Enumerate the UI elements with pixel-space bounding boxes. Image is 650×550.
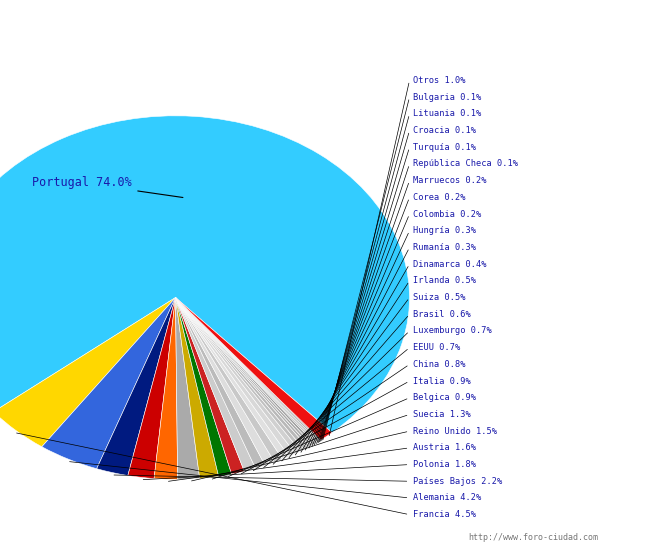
Text: Corea 0.2%: Corea 0.2% — [413, 193, 465, 202]
Text: Reino Unido 1.5%: Reino Unido 1.5% — [413, 427, 497, 436]
Wedge shape — [176, 298, 304, 451]
Text: Turquía 0.1%: Turquía 0.1% — [413, 143, 476, 152]
Text: Polonia 1.8%: Polonia 1.8% — [413, 460, 476, 469]
Text: Colombia 0.2%: Colombia 0.2% — [413, 210, 481, 218]
Wedge shape — [176, 298, 320, 442]
Text: Países Bajos 2.2%: Países Bajos 2.2% — [413, 477, 502, 486]
Text: Luxemburgo 0.7%: Luxemburgo 0.7% — [413, 327, 491, 336]
Wedge shape — [0, 116, 410, 433]
Text: EEUU 0.7%: EEUU 0.7% — [413, 343, 460, 352]
Wedge shape — [176, 298, 244, 474]
Wedge shape — [154, 298, 177, 479]
Wedge shape — [176, 298, 318, 442]
Wedge shape — [176, 298, 283, 462]
Text: Croacia 0.1%: Croacia 0.1% — [413, 126, 476, 135]
Text: Portugal 74.0%: Portugal 74.0% — [32, 177, 183, 197]
Wedge shape — [176, 298, 295, 456]
Text: Hungría 0.3%: Hungría 0.3% — [413, 226, 476, 235]
Wedge shape — [176, 298, 218, 478]
Wedge shape — [176, 298, 332, 440]
Wedge shape — [176, 298, 289, 459]
Wedge shape — [176, 298, 310, 448]
Text: Badajoz - Turistas extranjeros según país - Abril de 2024: Badajoz - Turistas extranjeros según paí… — [75, 14, 575, 31]
Wedge shape — [97, 298, 176, 476]
Text: Suecia 1.3%: Suecia 1.3% — [413, 410, 471, 419]
Text: Austria 1.6%: Austria 1.6% — [413, 443, 476, 452]
Text: Bulgaria 0.1%: Bulgaria 0.1% — [413, 92, 481, 102]
Wedge shape — [176, 298, 313, 446]
Wedge shape — [42, 298, 176, 469]
Wedge shape — [176, 298, 274, 465]
Text: Otros 1.0%: Otros 1.0% — [413, 76, 465, 85]
Text: Rumanía 0.3%: Rumanía 0.3% — [413, 243, 476, 252]
Text: Alemania 4.2%: Alemania 4.2% — [413, 493, 481, 503]
Text: Irlanda 0.5%: Irlanda 0.5% — [413, 276, 476, 285]
Text: China 0.8%: China 0.8% — [413, 360, 465, 369]
Text: Lituania 0.1%: Lituania 0.1% — [413, 109, 481, 118]
Wedge shape — [176, 298, 308, 449]
Text: Italia 0.9%: Italia 0.9% — [413, 377, 471, 386]
Wedge shape — [128, 298, 176, 478]
Wedge shape — [176, 298, 231, 476]
Text: Marruecos 0.2%: Marruecos 0.2% — [413, 176, 486, 185]
Wedge shape — [176, 298, 200, 479]
Wedge shape — [176, 298, 315, 445]
Text: Brasil 0.6%: Brasil 0.6% — [413, 310, 471, 319]
Wedge shape — [176, 298, 265, 469]
Text: Francia 4.5%: Francia 4.5% — [413, 510, 476, 519]
Wedge shape — [0, 298, 176, 447]
Wedge shape — [176, 298, 321, 441]
Text: Belgica 0.9%: Belgica 0.9% — [413, 393, 476, 402]
Wedge shape — [176, 298, 316, 443]
Wedge shape — [176, 298, 317, 443]
Wedge shape — [176, 298, 300, 454]
Wedge shape — [176, 298, 255, 471]
Text: http://www.foro-ciudad.com: http://www.foro-ciudad.com — [468, 534, 598, 542]
Text: Suiza 0.5%: Suiza 0.5% — [413, 293, 465, 302]
Text: Dinamarca 0.4%: Dinamarca 0.4% — [413, 260, 486, 268]
Text: República Checa 0.1%: República Checa 0.1% — [413, 160, 518, 168]
